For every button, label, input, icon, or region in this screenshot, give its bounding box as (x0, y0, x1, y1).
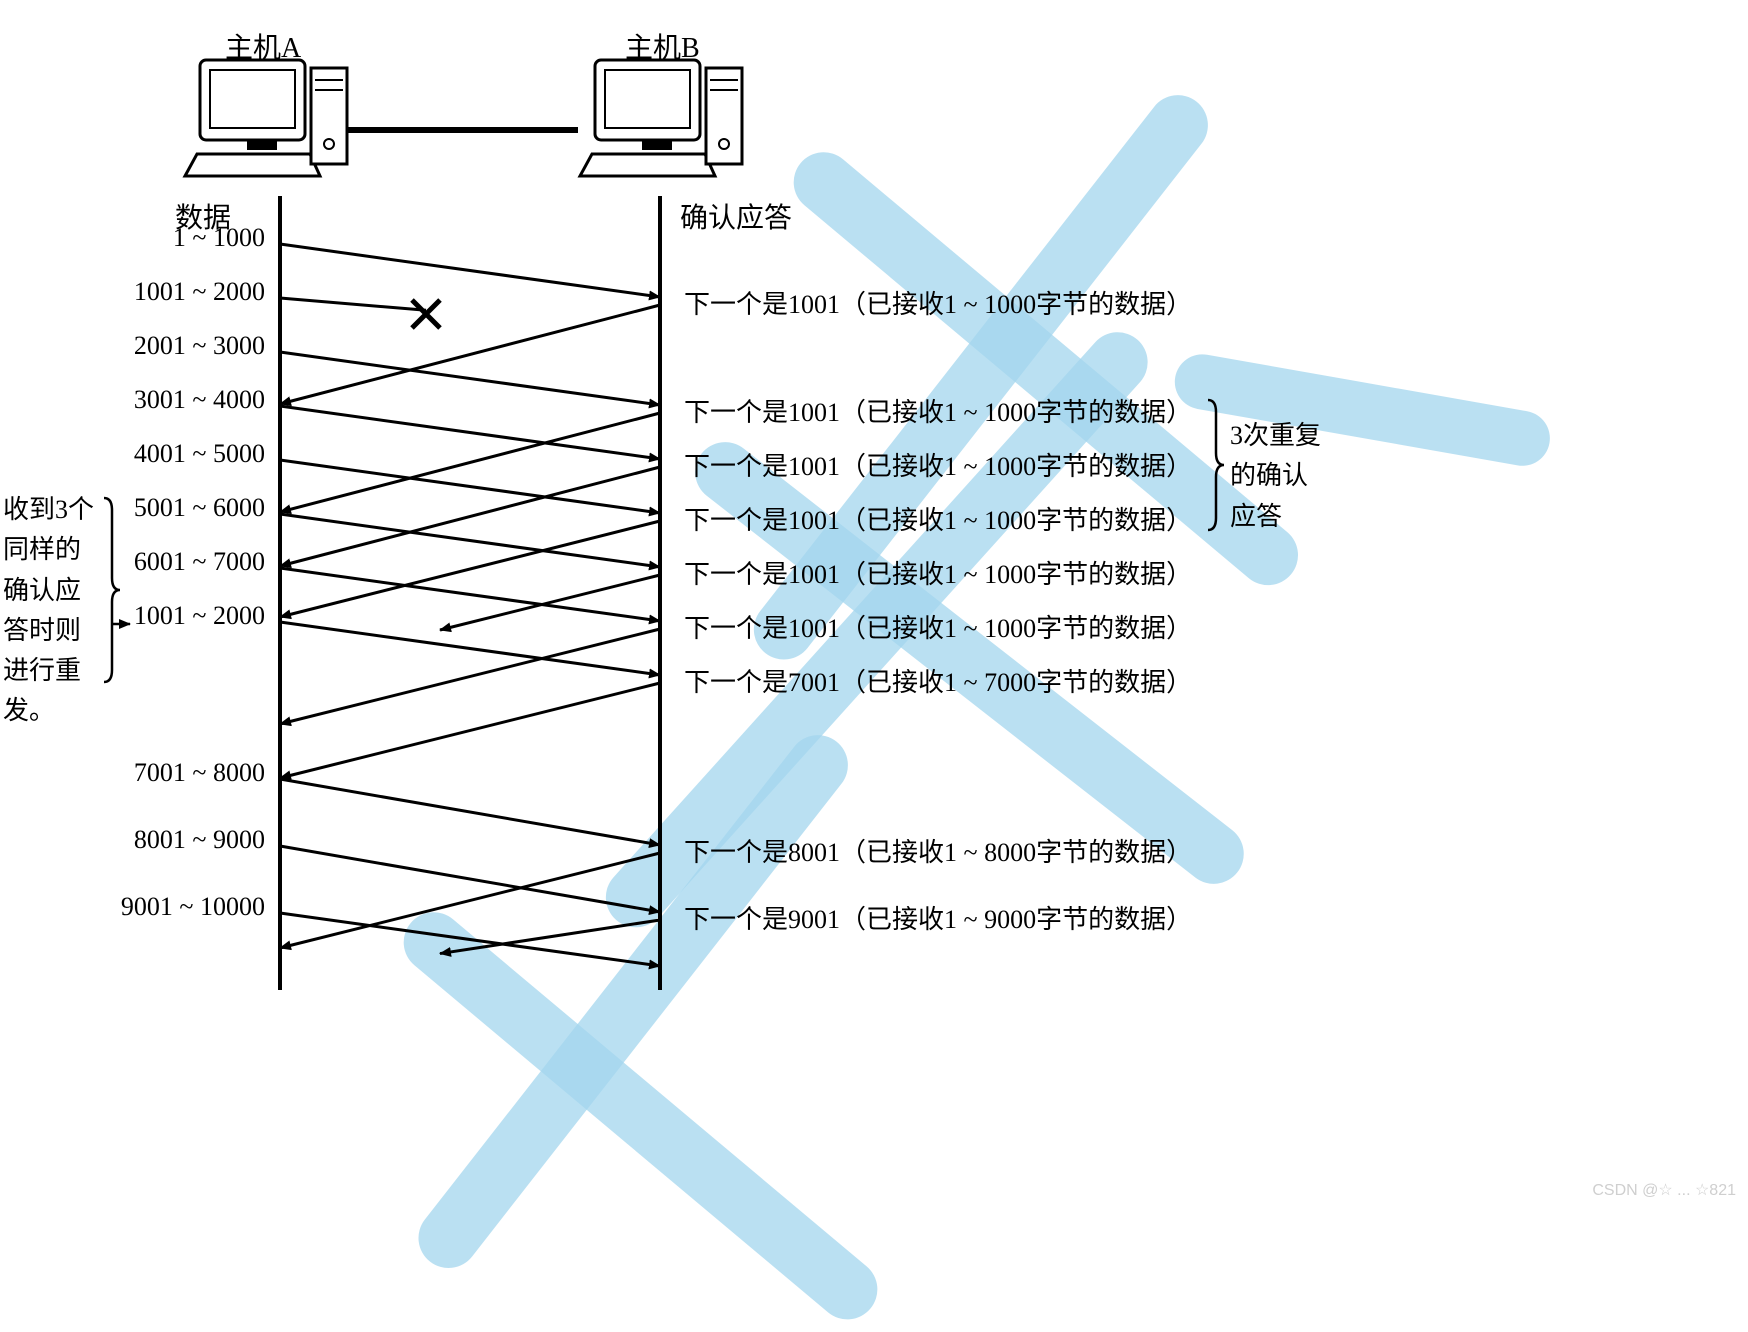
diagram: 主机A 主机B 数据 确认应答 收到3个 同样的 确认应 答时则 进行重 发。 … (0, 0, 1748, 1208)
diagram-svg (0, 0, 1748, 1208)
csdn-watermark: CSDN @☆ ... ☆821 (1592, 1180, 1736, 1200)
